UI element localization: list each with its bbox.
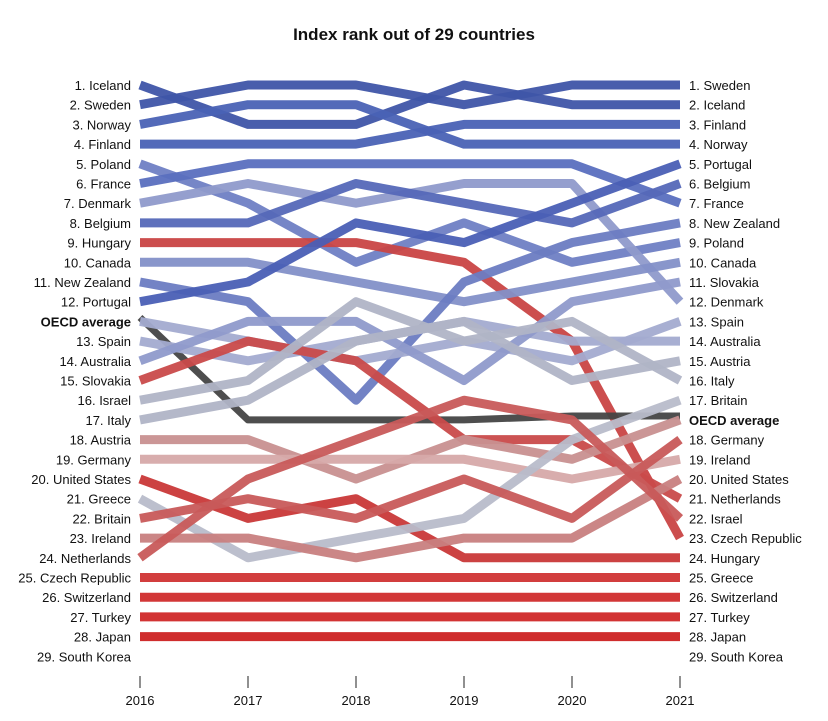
left-label-20-united-states: 20. United States (31, 472, 131, 487)
left-label-12-portugal: 12. Portugal (61, 295, 131, 310)
series-line-slovakia (138, 277, 681, 385)
left-label-11-new-zealand: 11. New Zealand (34, 275, 131, 290)
year-label-2021: 2021 (666, 693, 695, 708)
left-label-7-denmark: 7. Denmark (64, 196, 132, 211)
series-line-france (139, 159, 682, 208)
series-line-new-zealand (139, 218, 681, 405)
right-label-26-switzerland: 26. Switzerland (689, 590, 778, 605)
right-label-12-denmark: 12. Denmark (689, 295, 764, 310)
right-label-5-portugal: 5. Portugal (689, 157, 752, 172)
series-line-sweden (139, 80, 680, 110)
right-rank-labels: 1. Sweden 2. Iceland 3. Finland 4. Norway 5.… (689, 78, 802, 664)
left-label-21-greece: 21. Greece (67, 492, 131, 507)
left-label-9-hungary: 9. Hungary (67, 236, 131, 251)
series-line-ireland (139, 435, 683, 523)
left-label-5-poland: 5. Poland (76, 157, 131, 172)
right-label-4-norway: 4. Norway (689, 137, 748, 152)
right-label-6-belgium: 6. Belgium (689, 177, 750, 192)
series-line-poland (138, 159, 681, 267)
left-label-28-japan: 28. Japan (74, 630, 131, 645)
left-label-16-israel: 16. Israel (78, 393, 132, 408)
left-label-14-australia: 14. Australia (59, 354, 131, 369)
series-line-belgium (140, 179, 682, 228)
right-label-20-united-states: 20. United States (689, 472, 789, 487)
series-line-italy (139, 297, 683, 405)
left-label-1-iceland: 1. Iceland (75, 78, 131, 93)
right-label-16-italy: 16. Italy (689, 374, 735, 389)
left-rank-labels: 1. Iceland 2. Sweden 3. Norway 4. Finland 5.… (18, 78, 132, 664)
series-line-portugal (139, 159, 682, 307)
series-line-austria (139, 316, 681, 425)
left-label-4-finland: 4. Finland (74, 137, 131, 152)
right-label-19-ireland: 19. Ireland (689, 452, 750, 467)
series-lines (137, 80, 684, 642)
right-label-10-canada: 10. Canada (689, 255, 757, 270)
left-label-24-netherlands: 24. Netherlands (39, 551, 131, 566)
right-label-1-sweden: 1. Sweden (689, 78, 750, 93)
left-label-18-austria: 18. Austria (70, 433, 132, 448)
left-label-29-south-korea: 29. South Korea (37, 649, 132, 664)
left-label-22-britain: 22. Britain (72, 511, 131, 526)
left-label-23-ireland: 23. Ireland (70, 531, 131, 546)
right-label-11-slovakia: 11. Slovakia (689, 275, 760, 290)
right-label-7-france: 7. France (689, 196, 744, 211)
right-label-23-czech-republic: 23. Czech Republic (689, 531, 802, 546)
right-label-18-germany: 18. Germany (689, 433, 765, 448)
series-line-norway (139, 100, 680, 149)
left-label-6-france: 6. France (76, 177, 131, 192)
left-label-oecd-average: OECD average (41, 314, 131, 329)
right-label-28-japan: 28. Japan (689, 630, 746, 645)
year-label-2019: 2019 (450, 693, 479, 708)
left-label-17-italy: 17. Italy (85, 413, 131, 428)
right-label-8-new-zealand: 8. New Zealand (689, 216, 780, 231)
left-label-15-slovakia: 15. Slovakia (60, 374, 132, 389)
right-label-22-israel: 22. Israel (689, 511, 743, 526)
right-label-24-hungary: 24. Hungary (689, 551, 760, 566)
left-label-19-germany: 19. Germany (56, 452, 132, 467)
series-line-canada (140, 257, 681, 307)
right-label-2-iceland: 2. Iceland (689, 98, 745, 113)
year-label-2016: 2016 (126, 693, 155, 708)
year-axis: 2016 2017 2018 2019 2020 2021 (126, 676, 695, 708)
right-label-25-greece: 25. Greece (689, 571, 753, 586)
right-label-13-spain: 13. Spain (689, 314, 744, 329)
left-label-26-switzerland: 26. Switzerland (42, 590, 131, 605)
right-label-27-turkey: 27. Turkey (689, 610, 750, 625)
right-label-oecd-average: OECD average (689, 413, 779, 428)
right-label-9-poland: 9. Poland (689, 236, 744, 251)
right-label-21-netherlands: 21. Netherlands (689, 492, 781, 507)
right-label-29-south-korea: 29. South Korea (689, 649, 784, 664)
series-line-netherlands (140, 475, 683, 563)
left-label-25-czech-republic: 25. Czech Republic (18, 571, 131, 586)
chart-title: Index rank out of 29 countries (293, 25, 535, 44)
series-line-iceland (138, 80, 680, 129)
year-label-2017: 2017 (234, 693, 263, 708)
year-label-2020: 2020 (558, 693, 587, 708)
series-line-finland (140, 119, 680, 149)
left-label-27-turkey: 27. Turkey (70, 610, 131, 625)
left-label-13-spain: 13. Spain (76, 334, 131, 349)
left-label-3-norway: 3. Norway (72, 117, 131, 132)
right-label-15-austria: 15. Austria (689, 354, 751, 369)
left-label-8-belgium: 8. Belgium (70, 216, 131, 231)
series-line-united-states (140, 454, 681, 484)
series-line-czech-republic (137, 395, 684, 562)
left-label-2-sweden: 2. Sweden (70, 98, 131, 113)
left-label-10-canada: 10. Canada (64, 255, 132, 270)
right-label-3-finland: 3. Finland (689, 117, 746, 132)
right-label-17-britain: 17. Britain (689, 393, 748, 408)
year-label-2018: 2018 (342, 693, 371, 708)
right-label-14-australia: 14. Australia (689, 334, 761, 349)
